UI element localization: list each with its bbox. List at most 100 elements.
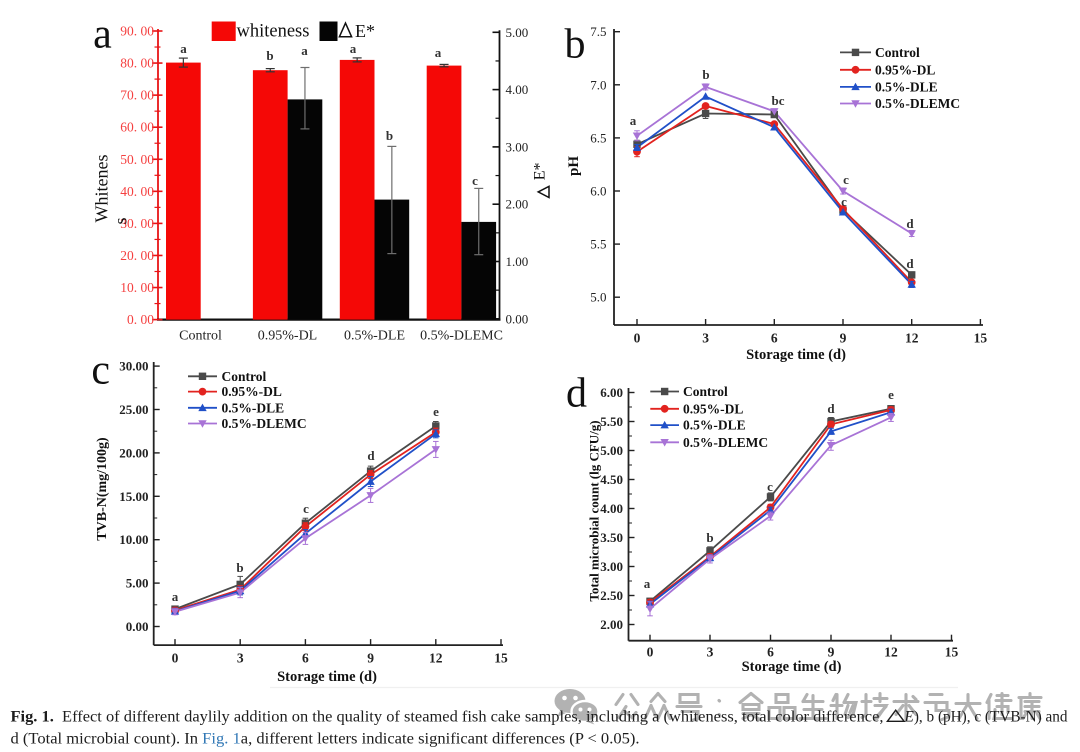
svg-text:b: b — [706, 530, 713, 545]
svg-text:c: c — [767, 479, 773, 494]
svg-text:d: d — [367, 448, 375, 463]
svg-text:0.95%-DL: 0.95%-DL — [683, 401, 743, 416]
svg-text:15.00: 15.00 — [119, 489, 148, 504]
svg-text:d: d — [906, 216, 914, 231]
svg-text:s: s — [111, 217, 131, 224]
svg-text:3: 3 — [707, 645, 714, 660]
svg-text:a: a — [301, 43, 308, 58]
svg-text:70. 00: 70. 00 — [120, 88, 154, 103]
svg-text:5.5: 5.5 — [590, 237, 606, 252]
svg-text:12: 12 — [905, 331, 919, 346]
svg-text:0.00: 0.00 — [506, 311, 529, 326]
svg-text:Storage time (d): Storage time (d) — [746, 347, 846, 363]
svg-text:20. 00: 20. 00 — [120, 248, 154, 263]
svg-text:5.00: 5.00 — [126, 576, 149, 591]
svg-text:80. 00: 80. 00 — [120, 56, 154, 71]
svg-text:c: c — [91, 347, 110, 393]
svg-text:2.50: 2.50 — [600, 588, 623, 603]
svg-text:9: 9 — [840, 331, 847, 346]
svg-text:a: a — [172, 589, 179, 604]
svg-text:c: c — [303, 501, 309, 516]
svg-text:50. 00: 50. 00 — [120, 152, 154, 167]
svg-text:6.5: 6.5 — [590, 130, 606, 145]
svg-text:30. 00: 30. 00 — [120, 216, 154, 231]
svg-text:9: 9 — [367, 651, 374, 666]
svg-text:10. 00: 10. 00 — [120, 280, 154, 295]
svg-text:pH: pH — [566, 156, 582, 176]
svg-text:90. 00: 90. 00 — [120, 24, 154, 39]
svg-text:0.5%-DLEMC: 0.5%-DLEMC — [222, 416, 307, 431]
svg-text:0.5%-DLEMC: 0.5%-DLEMC — [875, 96, 960, 111]
svg-text:Control: Control — [179, 329, 222, 344]
svg-text:b: b — [702, 67, 709, 82]
svg-text:9: 9 — [828, 645, 835, 660]
svg-text:40. 00: 40. 00 — [120, 184, 154, 199]
svg-text:Storage time (d): Storage time (d) — [277, 669, 377, 685]
svg-text:2.00: 2.00 — [506, 197, 529, 212]
svg-text:b: b — [386, 128, 393, 143]
svg-text:e: e — [433, 404, 439, 419]
svg-text:30.00: 30.00 — [119, 359, 148, 374]
svg-text:0.00: 0.00 — [126, 619, 149, 634]
svg-text:a: a — [630, 113, 637, 128]
svg-text:E*: E* — [355, 21, 375, 41]
svg-text:Control: Control — [875, 45, 920, 60]
svg-text:15: 15 — [494, 651, 508, 666]
svg-text:c: c — [843, 172, 849, 187]
svg-text:0.95%-DL: 0.95%-DL — [258, 329, 318, 344]
svg-text:E), b (pH), c (TVB-N) and: E), b (pH), c (TVB-N) and — [904, 709, 1068, 726]
svg-text:b: b — [236, 560, 243, 575]
svg-text:d: d — [566, 371, 587, 417]
svg-text:6.0: 6.0 — [590, 184, 606, 199]
svg-text:6: 6 — [767, 645, 774, 660]
svg-text:whiteness: whiteness — [237, 21, 310, 41]
svg-text:3.50: 3.50 — [600, 530, 623, 545]
svg-text:e: e — [888, 387, 894, 402]
svg-text:0.5%-DLE: 0.5%-DLE — [875, 79, 938, 94]
svg-text:c: c — [472, 173, 478, 188]
svg-text:4.00: 4.00 — [600, 501, 623, 516]
svg-text:Fig. 1. Effect of different d: Fig. 1. Effect of different daylily addi… — [11, 709, 884, 726]
svg-text:0.5%-DLE: 0.5%-DLE — [222, 400, 285, 415]
svg-text:7.0: 7.0 — [590, 77, 606, 92]
svg-text:4.50: 4.50 — [600, 472, 623, 487]
svg-text:15: 15 — [974, 331, 988, 346]
svg-text:2.00: 2.00 — [600, 617, 623, 632]
svg-text:0. 00: 0. 00 — [127, 312, 154, 327]
svg-text:c: c — [841, 194, 847, 209]
svg-text:a: a — [93, 12, 112, 58]
svg-text:5.0: 5.0 — [590, 290, 606, 305]
svg-text:20.00: 20.00 — [119, 445, 148, 460]
svg-text:bc: bc — [772, 93, 785, 108]
svg-text:5.00: 5.00 — [600, 443, 623, 458]
svg-text:7.5: 7.5 — [590, 24, 606, 39]
svg-text:12: 12 — [429, 651, 443, 666]
svg-text:0: 0 — [634, 331, 641, 346]
svg-text:5.00: 5.00 — [506, 25, 529, 40]
svg-text:0.5%-DLE: 0.5%-DLE — [683, 418, 746, 433]
svg-text:a: a — [435, 45, 442, 60]
svg-text:6.00: 6.00 — [600, 385, 623, 400]
svg-text:Control: Control — [222, 369, 267, 384]
svg-text:a: a — [350, 41, 357, 56]
svg-text:60. 00: 60. 00 — [120, 120, 154, 135]
svg-text:d (Total microbial count). In: d (Total microbial count). In Fig. 1a, d… — [11, 731, 640, 748]
svg-text:0.5%-DLE: 0.5%-DLE — [344, 329, 405, 344]
svg-text:E*: E* — [531, 163, 548, 181]
svg-text:Storage time (d): Storage time (d) — [742, 659, 842, 675]
svg-text:Total microbial count (lg CFU/: Total microbial count (lg CFU/g) — [587, 420, 602, 601]
svg-text:0: 0 — [647, 645, 654, 660]
svg-text:5.50: 5.50 — [600, 414, 623, 429]
svg-text:a: a — [644, 576, 651, 591]
svg-text:Control: Control — [683, 384, 728, 399]
svg-text:3.00: 3.00 — [600, 559, 623, 574]
svg-text:3.00: 3.00 — [506, 139, 529, 154]
svg-text:0.95%-DL: 0.95%-DL — [222, 384, 282, 399]
svg-text:6: 6 — [302, 651, 309, 666]
svg-text:12: 12 — [884, 645, 898, 660]
svg-text:0: 0 — [172, 651, 179, 666]
svg-text:Whitenes: Whitenes — [92, 155, 112, 223]
svg-text:3: 3 — [237, 651, 244, 666]
svg-text:0.5%-DLEMC: 0.5%-DLEMC — [683, 435, 768, 450]
svg-text:3: 3 — [702, 331, 709, 346]
